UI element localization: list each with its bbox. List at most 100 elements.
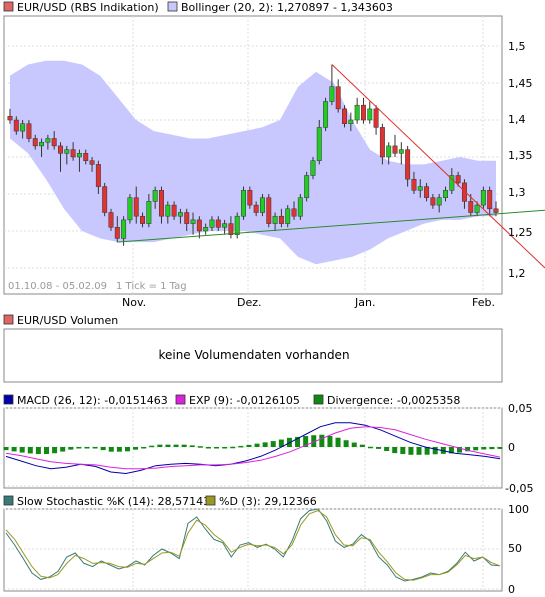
divergence-bar xyxy=(367,446,373,449)
divergence-bar xyxy=(295,436,301,447)
candle-body xyxy=(304,175,310,198)
price-x-tick-dez: Dez. xyxy=(237,296,262,309)
candle-body xyxy=(127,197,133,221)
stoch-k-legend-swatch xyxy=(3,495,14,506)
divergence-bar xyxy=(230,446,236,449)
candle-body xyxy=(436,197,442,206)
candle-body xyxy=(222,223,228,228)
candle-body xyxy=(234,215,240,235)
divergence-bar xyxy=(497,447,503,449)
divergence-bar xyxy=(489,447,495,450)
trendlines xyxy=(117,64,545,269)
candles xyxy=(7,64,499,246)
stoch-y-tick-50: 50 xyxy=(508,542,522,555)
divergence-bar xyxy=(214,447,220,449)
candle-body xyxy=(7,116,13,121)
divergence-legend: Divergence: -0,0025358 xyxy=(327,394,460,407)
price-y-tick-2: 1,45 xyxy=(508,77,533,90)
volume-legend: EUR/USD Volumen xyxy=(17,314,118,327)
divergence-bar xyxy=(222,447,228,449)
candle-body xyxy=(348,119,354,124)
candle-body xyxy=(146,201,152,224)
candle-body xyxy=(241,190,246,217)
divergence-bar xyxy=(181,444,187,447)
candle-body xyxy=(171,204,177,217)
macd-y-tick-zero: 0 xyxy=(508,441,515,454)
candle-body xyxy=(58,145,63,154)
candle-body xyxy=(152,190,158,202)
divergence-bar xyxy=(60,447,66,452)
candle-body xyxy=(20,123,26,132)
candle-body xyxy=(196,219,202,232)
candle-body xyxy=(102,186,108,213)
candle-body xyxy=(316,127,322,161)
divergence-bar xyxy=(173,444,179,447)
stoch-d-legend: %D (3): 29,12366 xyxy=(219,495,317,508)
divergence-bar xyxy=(246,444,252,447)
divergence-bar xyxy=(448,447,454,454)
divergence-bar xyxy=(52,447,58,454)
resistance-trendline xyxy=(331,64,545,269)
macd-y-tick-bottom: -0,05 xyxy=(505,482,533,495)
candle-body xyxy=(203,227,209,232)
candle-body xyxy=(417,186,423,191)
divergence-bar xyxy=(351,442,357,447)
stoch-frame xyxy=(3,508,503,592)
divergence-bar xyxy=(116,447,122,452)
price-panel: EUR/USD (RBS Indikation) Bollinger (20, … xyxy=(3,1,545,309)
price-x-tick-feb: Feb. xyxy=(472,296,495,309)
candle-body xyxy=(184,212,190,224)
candle-body xyxy=(335,86,341,110)
divergence-bar xyxy=(157,444,163,447)
candle-body xyxy=(468,201,474,213)
divergence-bar xyxy=(343,440,349,447)
candle-body xyxy=(177,212,183,217)
candle-body xyxy=(260,197,265,213)
divergence-bar xyxy=(189,445,195,447)
candle-body xyxy=(405,149,411,180)
divergence-bar xyxy=(408,447,414,455)
stoch-grid xyxy=(4,508,502,591)
price-y-tick-6: 1,25 xyxy=(508,226,533,239)
volume-frame xyxy=(3,328,503,383)
candle-body xyxy=(209,219,215,228)
candle-body xyxy=(329,86,335,102)
candle-body xyxy=(32,138,38,147)
candle-body xyxy=(449,175,455,191)
divergence-bar xyxy=(254,443,260,447)
divergence-bar xyxy=(133,447,139,450)
divergence-bar xyxy=(43,447,49,455)
candle-body xyxy=(291,208,297,217)
candle-body xyxy=(461,182,467,202)
price-y-tick-1: 1,5 xyxy=(508,40,526,53)
divergence-bar xyxy=(457,447,463,453)
tick-info-label: 1 Tick = 1 Tag xyxy=(116,281,187,292)
candle-body xyxy=(121,219,127,239)
candle-body xyxy=(70,149,76,158)
divergence-bar xyxy=(481,447,487,450)
candle-body xyxy=(354,104,360,121)
divergence-bar xyxy=(376,447,382,449)
divergence-bar xyxy=(416,447,422,455)
candle-body xyxy=(13,119,19,132)
candle-body xyxy=(424,186,430,198)
divergence-bar xyxy=(384,447,390,452)
macd-legend: MACD (26, 12): -0,0151463 xyxy=(17,394,168,407)
divergence-bar xyxy=(11,447,17,452)
candle-body xyxy=(190,219,196,224)
divergence-bar xyxy=(100,447,106,451)
candle-body xyxy=(39,141,45,147)
divergence-bar xyxy=(400,447,406,455)
price-y-tick-7: 1,2 xyxy=(508,267,526,280)
divergence-bar xyxy=(319,434,325,447)
divergence-bar xyxy=(19,447,25,453)
price-legend-swatch-series xyxy=(3,1,14,12)
macd-line xyxy=(5,422,501,475)
divergence-bar xyxy=(335,437,341,447)
divergence-bar xyxy=(359,444,365,447)
divergence-bar xyxy=(108,447,114,452)
candle-body xyxy=(76,153,82,158)
candle-body xyxy=(493,208,499,213)
divergence-bars xyxy=(3,434,503,455)
